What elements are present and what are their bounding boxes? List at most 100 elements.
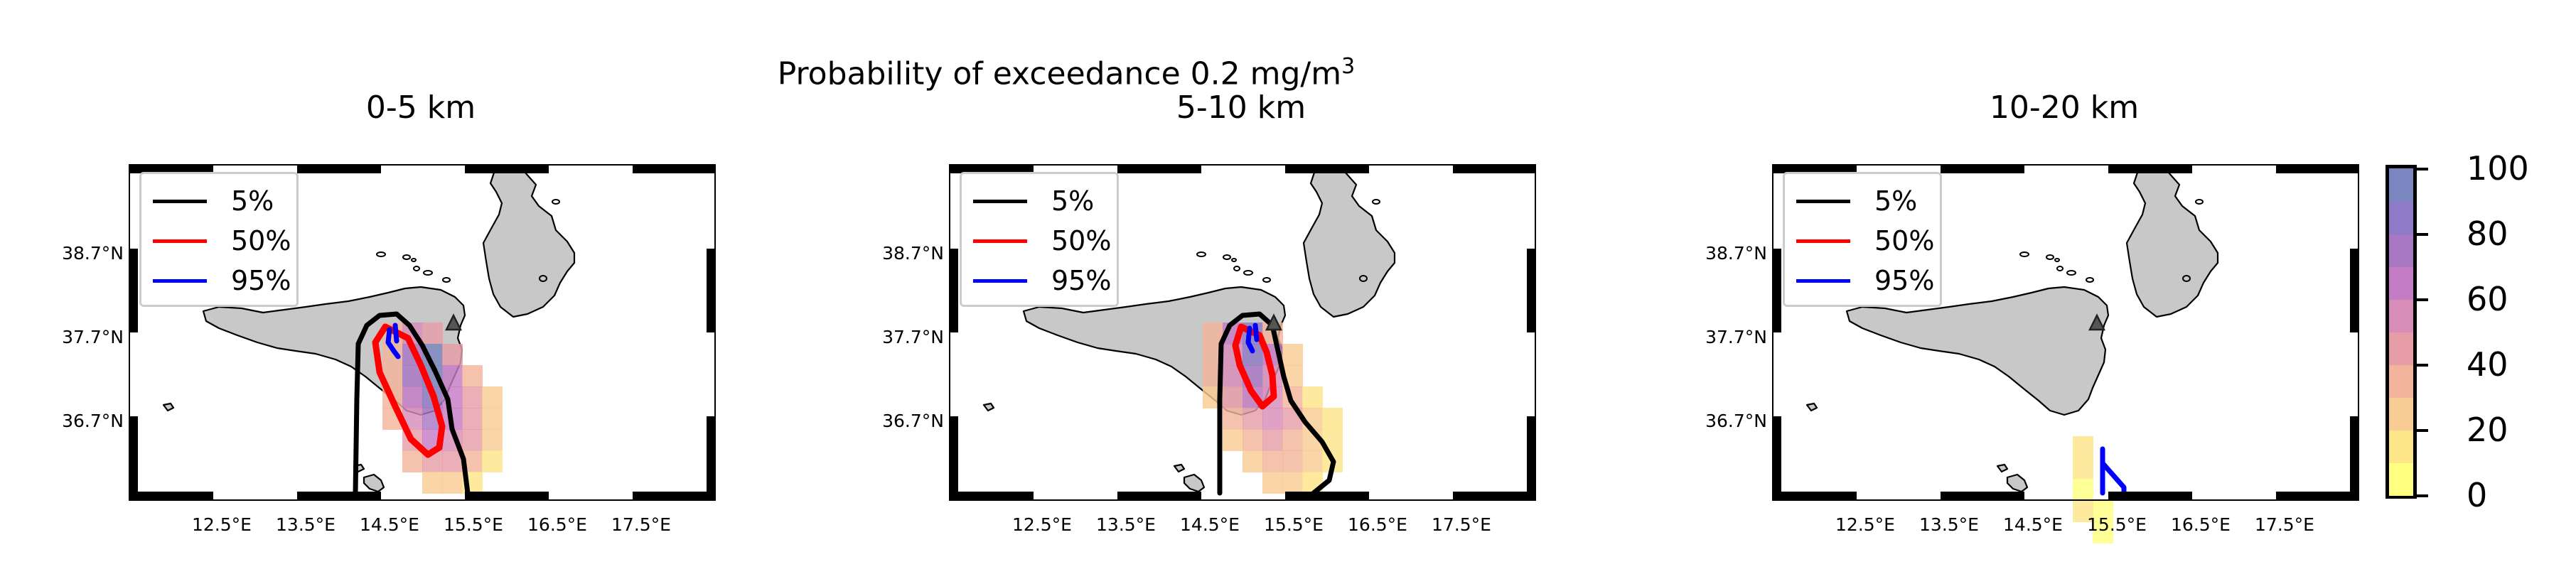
map-panel-10-20km[interactable]: 5% 50% 95% 38.7°N 37.7°N 36.7°N 12.5°E 13.5°E 14… (1705, 164, 2359, 543)
probability-cell (1243, 450, 1263, 472)
probability-cell (462, 429, 483, 451)
islet (2046, 254, 2054, 260)
colorbar-tick (2417, 233, 2428, 236)
x-tick-label: 17.5°E (611, 514, 671, 535)
frame-segment (129, 249, 138, 332)
probability-cell (442, 344, 463, 366)
panel-title-0-5km: 0-5 km (365, 90, 476, 126)
probability-cell (1262, 408, 1283, 430)
colorbar-segment (2389, 266, 2413, 300)
probability-cell (2073, 436, 2093, 458)
probability-cell (1223, 408, 1243, 430)
probability-cell (2093, 521, 2113, 543)
map-svg (1772, 164, 2359, 543)
y-tick-label: 38.7°N (62, 243, 124, 264)
legend-label: 50% (231, 225, 291, 256)
frame-segment (2108, 492, 2192, 500)
frame-segment (2276, 492, 2358, 500)
land-calabria (482, 166, 576, 318)
x-tick-label: 13.5°E (276, 514, 336, 535)
frame-segment (1773, 416, 1781, 500)
probability-cell (1223, 429, 1243, 451)
legend-label: 95% (231, 265, 291, 296)
colorbar-segment (2389, 332, 2413, 365)
probability-cell (482, 408, 503, 430)
frame-segment (707, 249, 715, 332)
volcano-marker (1265, 313, 1283, 331)
land-malta (2006, 473, 2029, 493)
legend-label: 50% (1051, 225, 1112, 256)
map-panel-5-10km[interactable]: 5% 50% 95% 38.7°N 37.7°N 36.7°N 12.5°E 13.5°E 14… (882, 164, 1536, 535)
probability-cell (1223, 386, 1243, 408)
frame-segment (950, 165, 1034, 173)
x-tick-label: 12.5°E (192, 514, 252, 535)
contour-line (385, 323, 401, 359)
frame-segment (1941, 492, 2024, 500)
colorbar-tick (2417, 494, 2428, 497)
map-panel-0-5km[interactable]: 5% 50% 95% 38.7°N 37.7°N 36.7°N 12.5°E 13.5°E 14… (62, 164, 716, 535)
legend-label: 5% (1051, 185, 1095, 217)
frame-segment (2350, 416, 2358, 500)
colorbar-tick-label: 40 (2467, 345, 2508, 384)
frame-segment (1773, 492, 1857, 500)
islet (423, 270, 433, 276)
frame-segment (633, 492, 715, 500)
probability-cell (1243, 408, 1263, 430)
land-pantelleria (1805, 402, 1818, 412)
frame-segment (950, 492, 1034, 500)
probability-cell (402, 386, 423, 408)
islet (1223, 254, 1231, 260)
map-svg (129, 164, 716, 501)
probability-cell (1262, 472, 1283, 494)
colorbar-segment (2389, 430, 2413, 463)
islet (2019, 251, 2029, 257)
contour-line (1217, 311, 1336, 496)
panel-title-10-20km: 10-20 km (1989, 90, 2140, 126)
contour-line (1245, 323, 1260, 354)
probability-cell (422, 323, 443, 345)
land-gozo (1996, 463, 2009, 473)
probability-cell (2073, 479, 2093, 501)
frame-segment (1117, 492, 1201, 500)
islet (2182, 275, 2191, 282)
volcano-marker (444, 313, 463, 331)
islet (376, 251, 386, 257)
probability-cell (1282, 429, 1303, 451)
islet (2054, 258, 2060, 262)
frame-segment (297, 165, 381, 173)
x-tick-label: 13.5°E (1919, 514, 1979, 535)
frame-segment (950, 416, 958, 500)
colorbar-segment (2389, 462, 2413, 496)
islet (539, 275, 547, 282)
x-tick-label: 17.5°E (2255, 514, 2314, 535)
frame-segment (633, 165, 715, 173)
probability-cell (2073, 500, 2093, 522)
colorbar-tick-label: 20 (2467, 411, 2508, 449)
land-gozo (1173, 463, 1186, 473)
frame-segment (129, 416, 138, 500)
colorbar-segment (2389, 234, 2413, 267)
frame-segment (1117, 165, 1201, 173)
colorbar-segment (2389, 201, 2413, 234)
y-tick-label: 37.7°N (882, 327, 944, 347)
legend-line (973, 239, 1027, 243)
figure-suptitle: Probability of exceedance 0.2 mg/m3 (711, 47, 1422, 94)
legend-line (153, 279, 207, 283)
probability-cell (1262, 450, 1283, 472)
legend-line (153, 200, 207, 203)
x-tick-label: 13.5°E (1096, 514, 1156, 535)
colorbar-tick (2417, 429, 2428, 432)
y-tick-label: 38.7°N (1705, 243, 1767, 264)
frame-segment (2350, 249, 2358, 332)
contour-line (2100, 446, 2127, 496)
land-sicily (1845, 286, 2110, 416)
colorbar-tick (2417, 298, 2428, 301)
contour-legend: 5% 50% 95% (1783, 172, 1942, 307)
x-tick-label: 15.5°E (1264, 514, 1324, 535)
x-tick-label: 12.5°E (1835, 514, 1895, 535)
x-tick-label: 16.5°E (2171, 514, 2231, 535)
contour-line (353, 311, 471, 496)
y-tick-label: 36.7°N (62, 411, 124, 431)
frame-segment (297, 492, 381, 500)
frame-segment (2276, 165, 2358, 173)
